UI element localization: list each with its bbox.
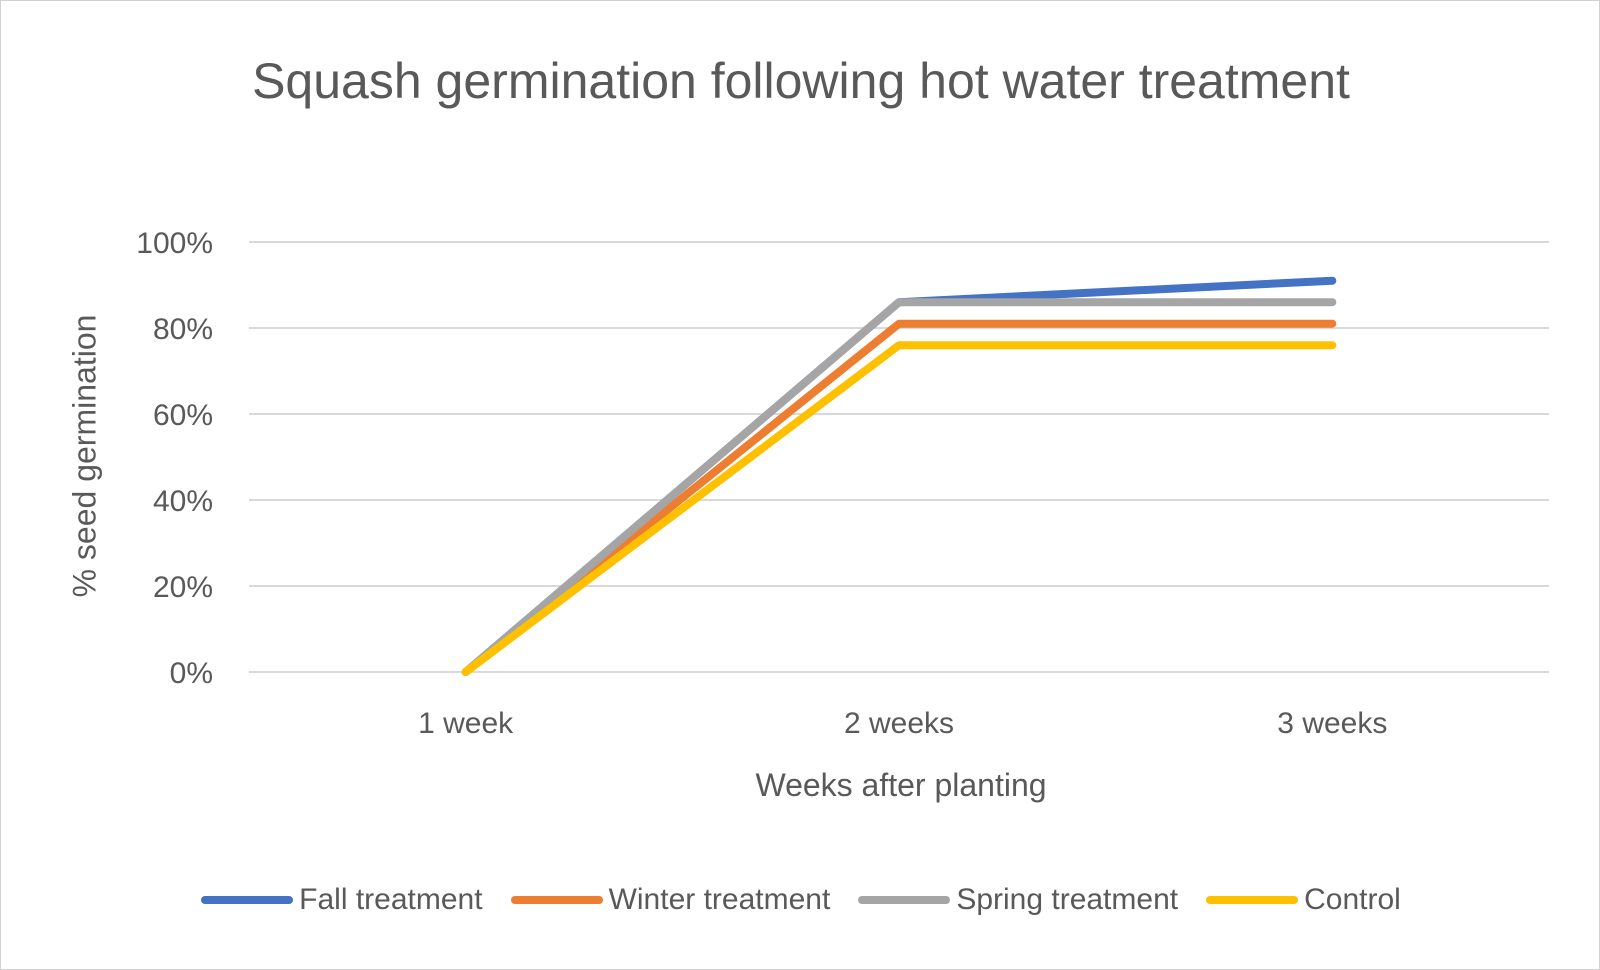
- y-tick-label: 0%: [170, 657, 213, 690]
- x-tick-label: 1 week: [418, 707, 514, 740]
- x-tick-labels: 1 week 2 weeks 3 weeks: [418, 707, 1387, 740]
- legend-label: Control: [1304, 883, 1401, 916]
- legend-swatch: [510, 896, 603, 904]
- legend-swatch: [858, 896, 951, 904]
- y-tick-label: 20%: [153, 571, 213, 604]
- series-line-control: [461, 341, 1337, 676]
- legend-item: Control: [1206, 883, 1401, 917]
- legend-label: Winter treatment: [608, 883, 831, 916]
- y-tick-label: 80%: [153, 313, 213, 346]
- y-axis-title-text: % seed germination: [66, 314, 103, 598]
- legend-item: Winter treatment: [510, 883, 831, 917]
- y-tick-label: 60%: [153, 399, 213, 432]
- x-axis-title: Weeks after planting: [755, 767, 1047, 803]
- series-lines: [461, 276, 1337, 676]
- y-tick-label: 40%: [153, 485, 213, 518]
- legend-label: Spring treatment: [956, 883, 1179, 916]
- legend-item: Fall treatment: [201, 883, 483, 917]
- series-line-winter-treatment: [461, 319, 1337, 676]
- legend-item: Spring treatment: [858, 883, 1178, 917]
- y-tick-label: 100%: [136, 227, 213, 260]
- x-tick-label: 2 weeks: [844, 707, 954, 740]
- y-tick-labels: 0% 20% 40% 60% 80% 100%: [136, 227, 213, 690]
- legend-label: Fall treatment: [299, 883, 483, 916]
- series-line-fall-treatment: [461, 276, 1337, 676]
- chart-title: Squash germination following hot water t…: [252, 53, 1350, 109]
- legend: Fall treatment Winter treatment Spring tre…: [1, 883, 1600, 917]
- legend-swatch: [201, 896, 294, 904]
- x-tick-label: 3 weeks: [1277, 707, 1387, 740]
- legend-swatch: [1206, 896, 1299, 904]
- series-line-spring-treatment: [461, 298, 1337, 676]
